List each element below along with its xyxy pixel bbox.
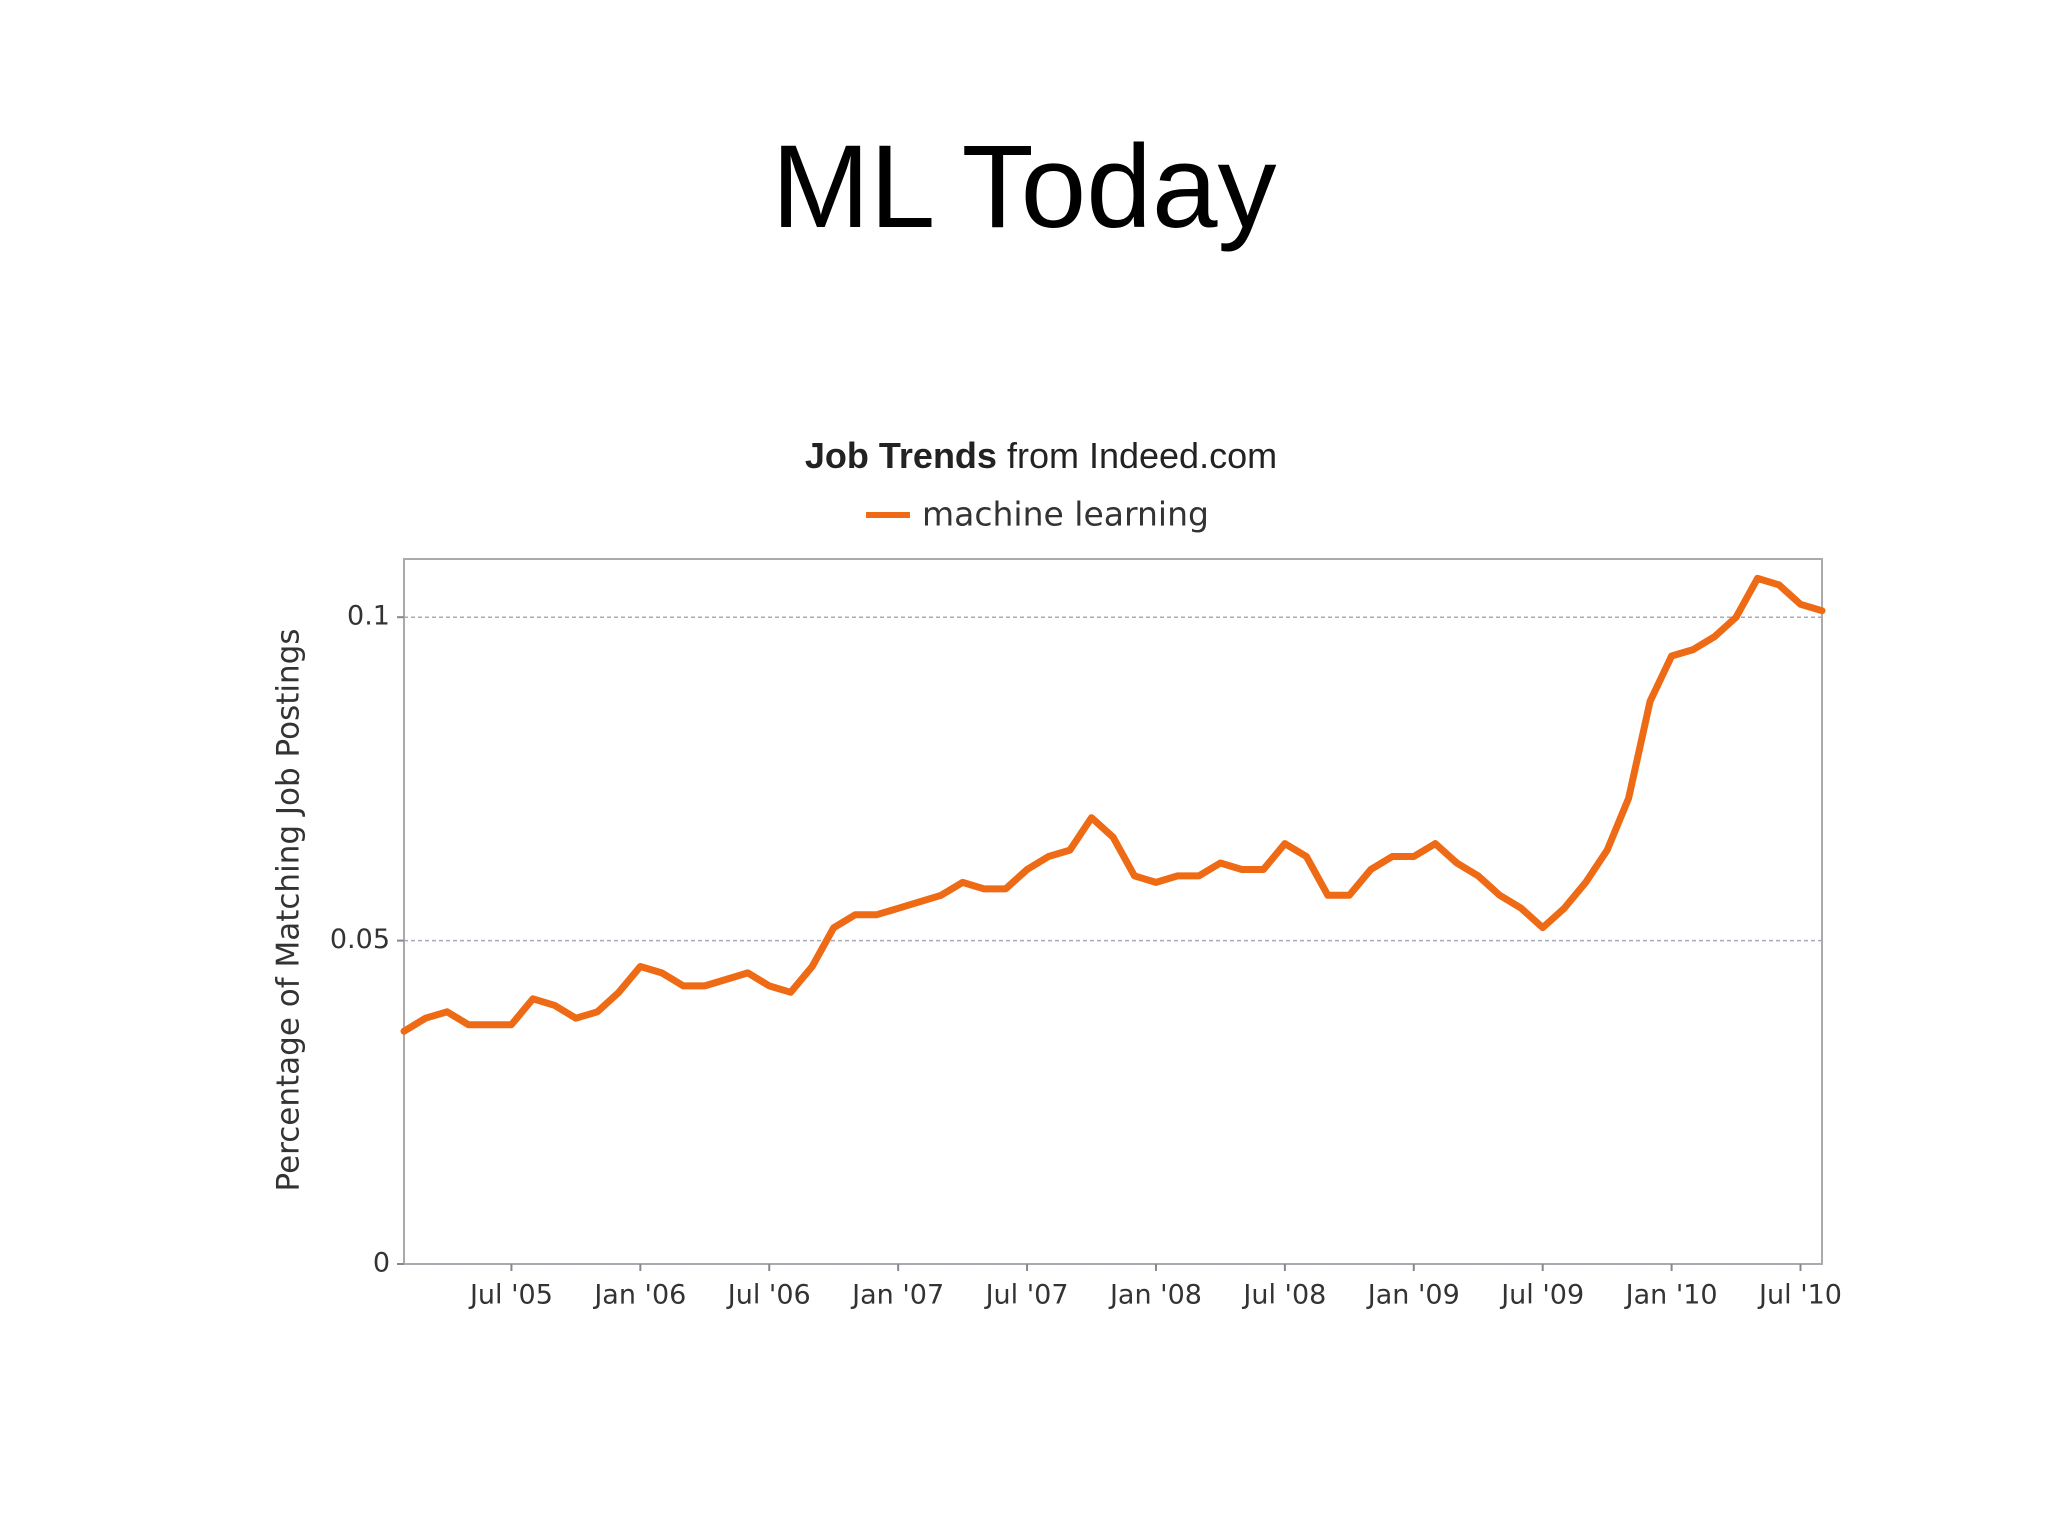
x-tick-label: Jan '10 [1624,1280,1718,1311]
x-tick-label: Jul '07 [984,1280,1069,1311]
x-tick-label: Jul '06 [726,1280,811,1311]
x-tick-label: Jan '06 [592,1280,686,1311]
chart-title: Job Trends from Indeed.com [805,435,1277,476]
x-tick-label: Jul '10 [1757,1280,1842,1311]
chart-title-main: Job Trends [805,435,997,476]
x-tick-label: Jul '05 [468,1280,553,1311]
chart-subtitle: from Indeed.com [1007,435,1277,476]
legend-label: machine learning [922,495,1209,534]
plot-area [403,558,1823,1265]
y-axis-label: Percentage of Matching Job Postings [271,629,307,1192]
x-tick-label: Jul '09 [1499,1280,1584,1311]
x-tick-label: Jul '08 [1241,1280,1326,1311]
y-tick-label: 0 [373,1248,390,1279]
data-line [400,574,1826,1035]
x-tick-label: Jan '07 [850,1280,944,1311]
x-tick-label: Jan '09 [1366,1280,1460,1311]
x-tick-label: Jan '08 [1108,1280,1202,1311]
y-tick-label: 0.1 [347,601,390,632]
slide-title: ML Today [771,121,1276,253]
y-tick-label: 0.05 [330,924,390,955]
